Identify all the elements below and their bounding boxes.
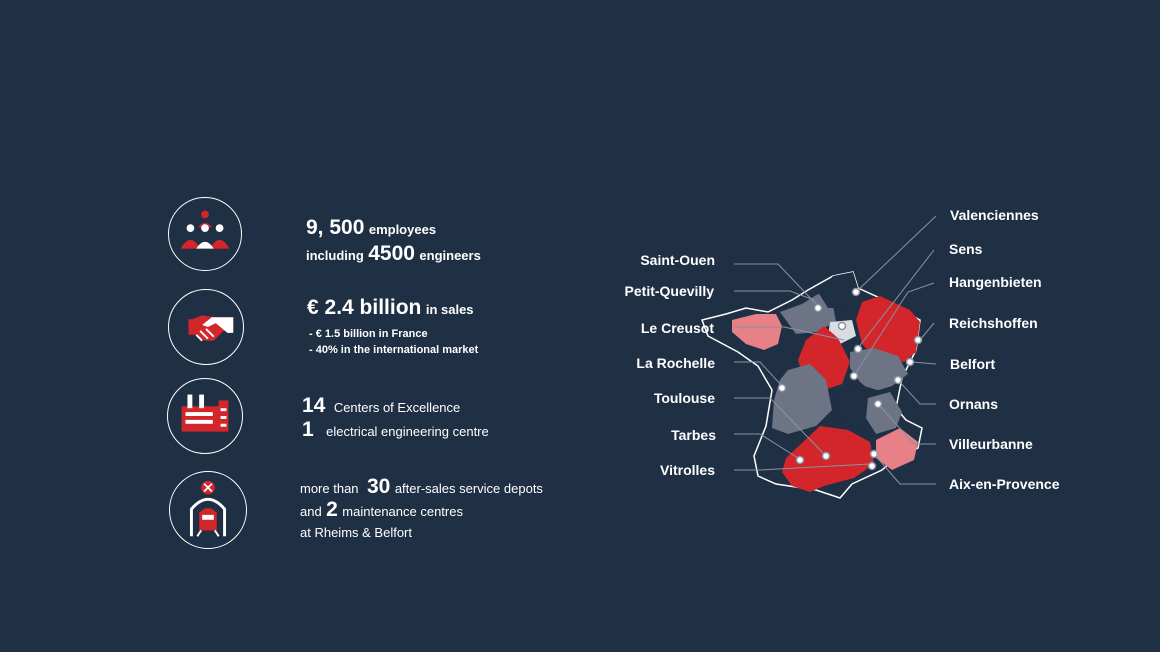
more-than-label: more than [300,481,359,496]
leader-lines [734,215,937,485]
marker-belfort [905,357,915,367]
people-group-icon [180,210,230,249]
city-toulouse: Toulouse [653,390,715,406]
region-normandy [780,294,836,334]
marker-valenciennes [851,287,861,297]
city-aix-en-provence: Aix-en-Provence [949,476,1060,492]
depots-stat: more than 30 after-sales service depots … [300,476,543,543]
marker-tarbes [795,455,805,465]
engineers-label: engineers [419,248,481,263]
depots-label: after-sales service depots [394,481,543,496]
centres-stat: 14 Centers of Excellence 1 electrical en… [302,394,489,442]
maintenance-locations: at Rheims & Belfort [300,525,412,540]
engineering-count: 1 [302,418,314,441]
region-north [818,272,858,308]
sales-france: - € 1.5 billion in France [309,328,428,340]
region-aquitaine [772,364,832,434]
city-la-rochelle: La Rochelle [636,355,715,371]
sales-amount: € 2.4 billion [307,296,422,319]
city-tarbes: Tarbes [671,427,716,443]
city-belfort: Belfort [950,356,996,372]
train-service-icon [189,480,227,537]
employees-stat: 9, 500 employees including 4500 engineer… [306,216,481,266]
and-label: and [300,504,322,519]
marker-hangenbieten [849,371,859,381]
marker-le-creusot [837,321,847,331]
city-sens: Sens [949,241,983,257]
city-vitrolles: Vitrolles [660,462,715,478]
city-valenciennes: Valenciennes [950,207,1039,223]
marker-aix [869,449,879,459]
employees-label: employees [368,222,437,237]
city-hangenbieten: Hangenbieten [949,274,1042,290]
city-petit-quevilly: Petit-Quevilly [624,283,714,299]
site-markers [777,287,923,471]
centres-count: 14 [302,394,326,417]
sales-international: - 40% in the international market [309,344,479,356]
marker-ornans [893,375,903,385]
region-brittany [732,314,782,350]
centres-icon-circle [167,378,243,454]
depots-count: 30 [367,475,391,498]
handshake-icon [178,315,234,342]
marker-villeurbanne [873,399,883,409]
city-ornans: Ornans [949,396,999,412]
maintenance-label: maintenance centres [342,504,463,519]
city-saint-ouen: Saint-Ouen [640,252,715,268]
employees-count: 9, 500 [306,216,365,239]
including-label: including [306,248,364,263]
employees-icon-circle [168,197,242,271]
marker-saint-ouen [813,303,823,313]
maintenance-count: 2 [326,498,338,521]
depots-icon-circle [169,471,247,549]
region-grand-est [856,296,920,362]
sales-label: in sales [425,302,474,317]
marker-sens [853,344,863,354]
marker-reichshoffen [913,335,923,345]
sales-stat: € 2.4 billion in sales - € 1.5 billion i… [307,296,478,358]
engineering-label: electrical engineering centre [326,424,489,439]
engineers-count: 4500 [368,242,415,265]
city-villeurbanne: Villeurbanne [949,436,1033,452]
city-le-creusot: Le Creusot [640,320,714,336]
sales-icon-circle [168,289,244,365]
marker-vitrolles [867,461,877,471]
centres-label: Centers of Excellence [333,400,461,415]
marker-la-rochelle [777,383,787,393]
marker-toulouse [821,451,831,461]
region-paca [876,428,918,470]
factory-icon [181,394,229,432]
city-reichshoffen: Reichshoffen [949,315,1038,331]
